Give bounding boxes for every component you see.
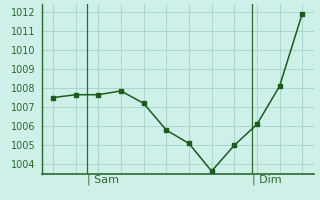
Text: | Dim: | Dim bbox=[252, 174, 282, 185]
Text: | Sam: | Sam bbox=[87, 174, 119, 185]
